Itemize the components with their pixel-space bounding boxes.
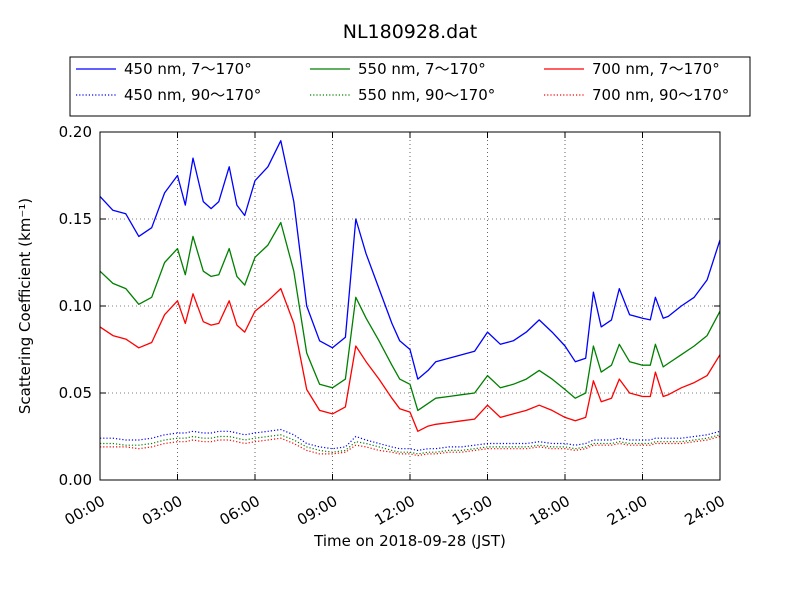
x-tick-label: 24:00 — [682, 492, 728, 529]
legend: 450 nm, 7～170° 450 nm, 90～170° 550 nm, 7～1… — [69, 56, 751, 117]
x-tick-labels: 00:00 03:00 06:00 09:00 12:00 15:00 18:00 21:00… — [62, 492, 728, 529]
x-tick-label: 15:00 — [449, 492, 495, 529]
x-axis-label: Time on 2018-09-28 (JST) — [313, 532, 506, 550]
x-tick-label: 06:00 — [217, 492, 263, 529]
legend-label: 550 nm, 90～170° — [358, 86, 495, 104]
grid — [100, 132, 720, 480]
legend-label: 700 nm, 7～170° — [592, 60, 720, 78]
chart-title: NL180928.dat — [343, 21, 478, 43]
legend-label: 450 nm, 7～170° — [124, 60, 252, 78]
x-tick-label: 09:00 — [294, 492, 340, 529]
y-tick-label: 0.05 — [59, 384, 92, 402]
plot-area — [99, 131, 721, 481]
series-line — [100, 434, 721, 455]
axis-ticks — [99, 131, 721, 481]
legend-label: 550 nm, 7～170° — [358, 60, 486, 78]
series-line — [100, 428, 721, 451]
y-tick-label: 0.20 — [59, 123, 92, 141]
series-lines — [99, 140, 721, 457]
series-line — [99, 221, 721, 412]
x-tick-label: 00:00 — [62, 492, 108, 529]
y-tick-label: 0.10 — [59, 297, 92, 315]
x-tick-label: 18:00 — [527, 492, 573, 529]
y-tick-label: 0.15 — [59, 210, 92, 228]
legend-label: 450 nm, 90～170° — [124, 86, 261, 104]
x-tick-label: 03:00 — [139, 492, 185, 529]
legend-items: 450 nm, 7～170° 450 nm, 90～170° 550 nm, 7～1… — [76, 60, 729, 104]
x-tick-label: 21:00 — [604, 492, 650, 529]
series-line — [99, 140, 721, 380]
y-tick-label: 0.00 — [59, 471, 92, 489]
legend-label: 700 nm, 90～170° — [592, 86, 729, 104]
legend-box — [69, 56, 751, 117]
series-line — [100, 435, 721, 457]
series-line — [99, 287, 721, 432]
y-axis-label: Scattering Coefficient (km⁻¹) — [16, 198, 34, 414]
x-tick-label: 12:00 — [372, 492, 418, 529]
y-tick-labels: 0.00 0.05 0.10 0.15 0.20 — [59, 123, 92, 489]
